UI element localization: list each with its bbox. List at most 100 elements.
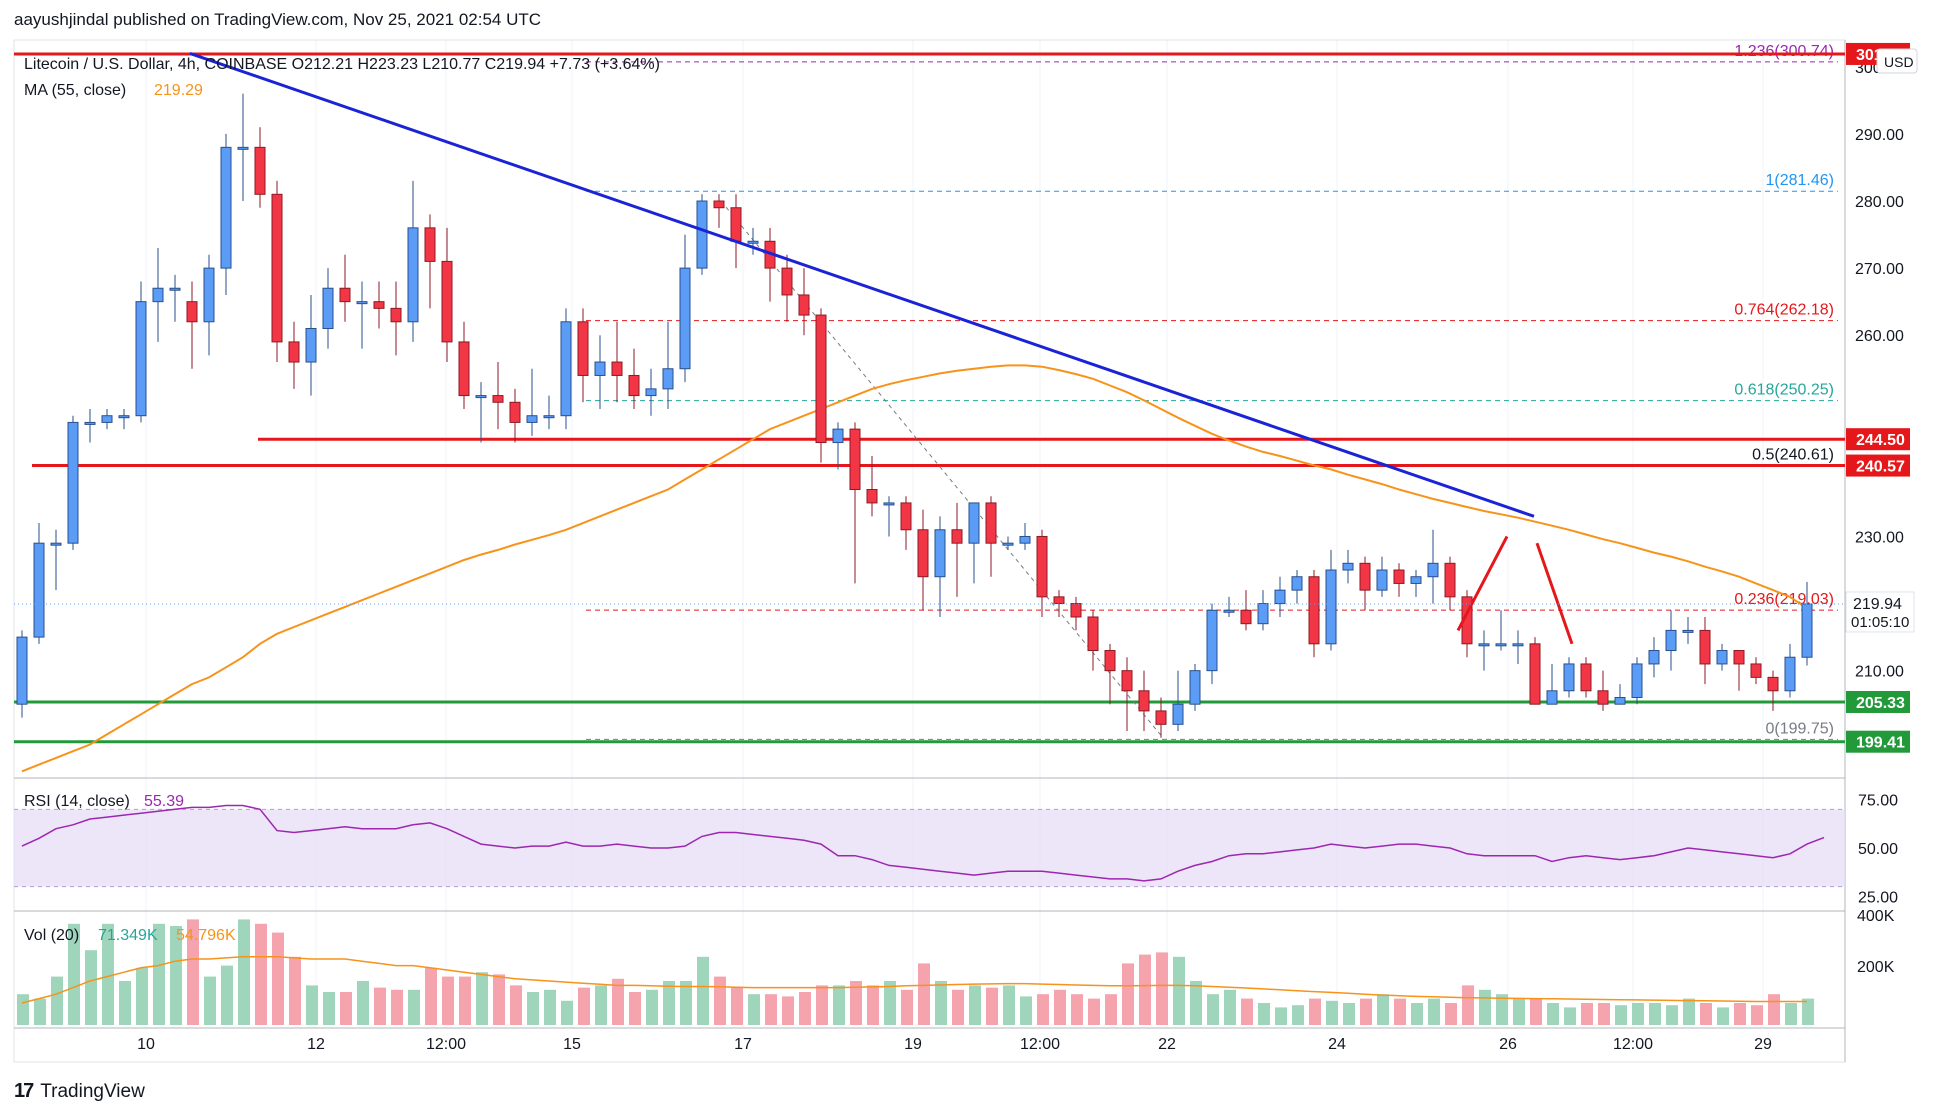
- candle[interactable]: [917, 509, 929, 611]
- candle[interactable]: [1342, 549, 1354, 584]
- candle[interactable]: [1801, 581, 1813, 666]
- candle[interactable]: [1376, 556, 1388, 597]
- candle[interactable]: [560, 308, 572, 430]
- candle[interactable]: [1121, 657, 1133, 732]
- candle[interactable]: [1087, 610, 1099, 671]
- candle[interactable]: [16, 630, 28, 718]
- candle[interactable]: [84, 409, 96, 443]
- candle[interactable]: [254, 127, 266, 208]
- candle[interactable]: [543, 395, 555, 430]
- candle[interactable]: [441, 227, 453, 363]
- candle[interactable]: [1291, 570, 1303, 604]
- candle[interactable]: [1155, 697, 1167, 738]
- candle[interactable]: [220, 133, 232, 295]
- candle[interactable]: [1240, 590, 1252, 631]
- candle[interactable]: [679, 234, 691, 383]
- candle[interactable]: [1597, 670, 1609, 711]
- candle[interactable]: [458, 321, 470, 409]
- candle[interactable]: [186, 281, 198, 369]
- currency-button[interactable]: [1876, 48, 1918, 74]
- candle[interactable]: [50, 529, 62, 591]
- candle[interactable]: [407, 180, 419, 342]
- candle[interactable]: [1546, 663, 1558, 705]
- candle[interactable]: [1036, 529, 1048, 617]
- candle[interactable]: [747, 227, 759, 255]
- candle[interactable]: [424, 214, 436, 309]
- candle[interactable]: [1495, 610, 1507, 651]
- candle[interactable]: [1784, 643, 1796, 698]
- candle[interactable]: [1138, 670, 1150, 732]
- candle[interactable]: [305, 294, 317, 396]
- candle[interactable]: [713, 194, 725, 228]
- candle[interactable]: [67, 415, 79, 550]
- candle[interactable]: [628, 348, 640, 409]
- candle[interactable]: [1325, 549, 1337, 651]
- candle[interactable]: [373, 281, 385, 329]
- candle[interactable]: [900, 496, 912, 550]
- candle[interactable]: [1563, 657, 1575, 698]
- candle[interactable]: [1478, 630, 1490, 671]
- candle[interactable]: [781, 254, 793, 322]
- candle[interactable]: [1529, 637, 1541, 705]
- candle[interactable]: [135, 281, 147, 423]
- candle[interactable]: [1410, 570, 1422, 597]
- candle[interactable]: [1750, 657, 1762, 685]
- candle[interactable]: [645, 368, 657, 416]
- candle[interactable]: [356, 281, 368, 349]
- candle[interactable]: [152, 247, 164, 342]
- candle[interactable]: [1104, 643, 1116, 705]
- candle[interactable]: [1189, 663, 1201, 711]
- candle[interactable]: [934, 516, 946, 617]
- candle[interactable]: [1257, 590, 1269, 631]
- candle[interactable]: [1699, 616, 1711, 685]
- candle[interactable]: [390, 281, 402, 356]
- candle[interactable]: [968, 502, 980, 584]
- candle[interactable]: [1665, 610, 1677, 671]
- candle[interactable]: [101, 409, 113, 430]
- candle[interactable]: [1512, 630, 1524, 664]
- candle[interactable]: [985, 496, 997, 577]
- candle[interactable]: [1172, 670, 1184, 732]
- candle[interactable]: [1070, 596, 1082, 631]
- candle[interactable]: [33, 523, 45, 644]
- candle[interactable]: [1206, 603, 1218, 685]
- candle[interactable]: [662, 321, 674, 409]
- candle[interactable]: [696, 194, 708, 275]
- candle[interactable]: [1631, 657, 1643, 705]
- candle[interactable]: [1444, 556, 1456, 611]
- candle[interactable]: [1223, 596, 1235, 617]
- descending-trendline[interactable]: [189, 51, 1535, 518]
- candle[interactable]: [1308, 570, 1320, 658]
- candle[interactable]: [815, 308, 827, 463]
- candle[interactable]: [611, 321, 623, 403]
- candle[interactable]: [271, 180, 283, 363]
- candle[interactable]: [203, 254, 215, 356]
- candle[interactable]: [1274, 576, 1286, 617]
- candle[interactable]: [951, 502, 963, 597]
- candle[interactable]: [322, 268, 334, 349]
- candle[interactable]: [1614, 684, 1626, 705]
- candle[interactable]: [1716, 643, 1728, 671]
- candle[interactable]: [1682, 616, 1694, 644]
- candle[interactable]: [594, 335, 606, 409]
- candle[interactable]: [764, 227, 776, 302]
- candle[interactable]: [1580, 657, 1592, 698]
- candle[interactable]: [1461, 590, 1473, 658]
- candle[interactable]: [169, 274, 181, 322]
- candle[interactable]: [798, 268, 810, 336]
- candle[interactable]: [1002, 536, 1014, 550]
- candle[interactable]: [849, 422, 861, 584]
- candle[interactable]: [1019, 523, 1031, 550]
- candle[interactable]: [237, 93, 249, 202]
- candle[interactable]: [730, 194, 742, 269]
- candle[interactable]: [883, 496, 895, 537]
- candle[interactable]: [1648, 637, 1660, 678]
- candle[interactable]: [339, 254, 351, 322]
- candle[interactable]: [509, 388, 521, 443]
- candle[interactable]: [1053, 590, 1065, 617]
- candle[interactable]: [288, 321, 300, 389]
- candle[interactable]: [526, 368, 538, 436]
- candle[interactable]: [118, 409, 130, 430]
- candle[interactable]: [1359, 556, 1371, 611]
